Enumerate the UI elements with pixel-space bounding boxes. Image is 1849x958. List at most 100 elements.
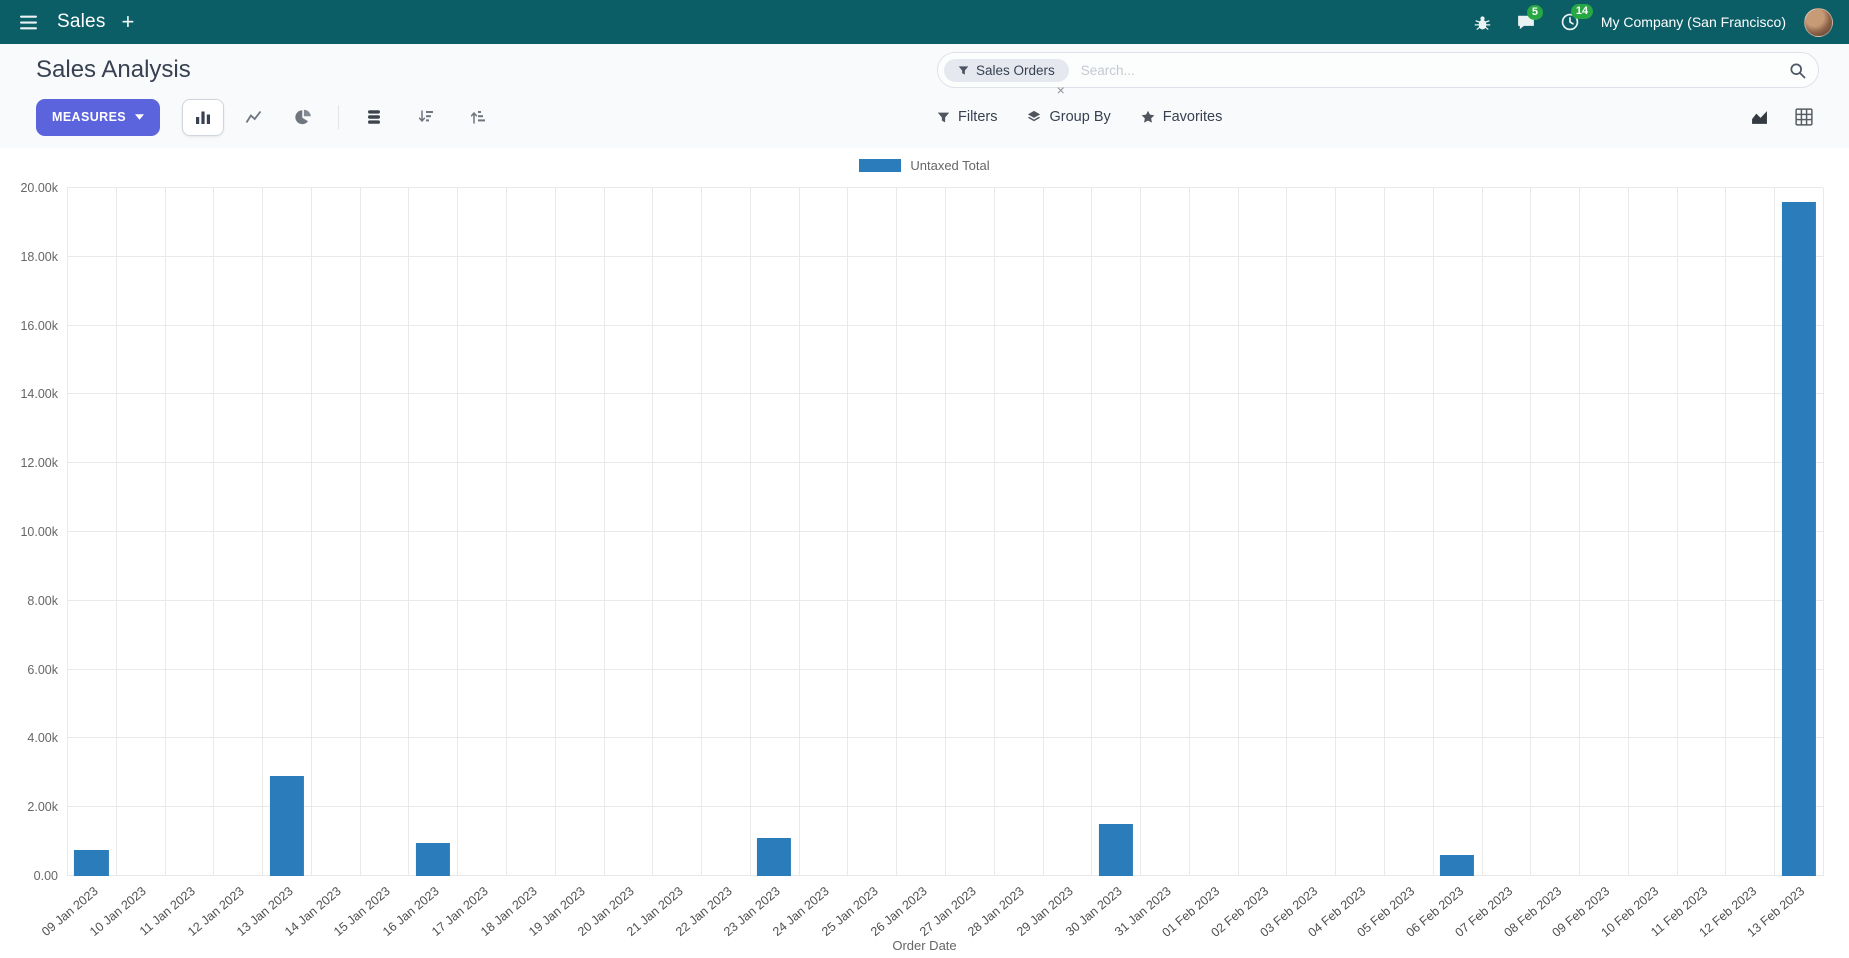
x-axis-tick: 19 Jan 2023 <box>526 884 589 939</box>
facet-label: Sales Orders <box>976 62 1055 78</box>
bar-chart-button[interactable] <box>182 98 225 136</box>
debug-button[interactable] <box>1470 10 1495 35</box>
gridline-vertical <box>310 188 312 876</box>
chevron-down-icon <box>135 114 145 120</box>
y-axis-tick: 16.00k <box>20 318 58 333</box>
gridline-vertical <box>1042 188 1044 876</box>
gridline-vertical <box>554 188 556 876</box>
messages-button[interactable]: 5 <box>1513 4 1543 35</box>
gridline-vertical <box>1188 188 1190 876</box>
bar-13-feb-2023[interactable] <box>1781 201 1816 876</box>
gridline-vertical <box>408 188 410 876</box>
favorites-menu[interactable]: Favorites <box>1141 109 1222 125</box>
x-axis-tick: 09 Jan 2023 <box>38 884 101 939</box>
pie-chart-button[interactable] <box>282 99 324 136</box>
gridline-vertical <box>798 188 800 876</box>
y-axis-tick: 2.00k <box>27 800 58 815</box>
x-axis-tick: 20 Jan 2023 <box>575 884 637 939</box>
bar-13-jan-2023[interactable] <box>269 776 304 876</box>
x-axis-tick: 22 Jan 2023 <box>672 884 735 939</box>
company-switcher[interactable]: My Company (San Francisco) <box>1600 14 1786 30</box>
measures-button-label: Measures <box>52 110 127 124</box>
y-axis-tick: 0.00 <box>33 869 58 883</box>
gridline-vertical <box>1335 188 1337 876</box>
clock-icon <box>1561 13 1579 31</box>
messages-badge: 5 <box>1526 4 1543 20</box>
layers-icon <box>1027 110 1041 124</box>
gridline-vertical <box>701 188 703 876</box>
facet-remove-button[interactable]: × <box>1056 81 1065 98</box>
gridline-vertical <box>457 188 459 876</box>
activities-button[interactable]: 14 <box>1557 4 1594 35</box>
sort-descending-button[interactable] <box>405 99 447 136</box>
gridline-vertical <box>603 188 605 876</box>
x-axis-tick: 16 Jan 2023 <box>380 884 442 939</box>
bar-16-jan-2023[interactable] <box>415 843 450 876</box>
sort-descending-icon <box>418 109 434 125</box>
legend-color-swatch <box>859 158 902 172</box>
gridline-vertical <box>1140 188 1142 876</box>
x-axis-tick: 05 Feb 2023 <box>1354 884 1418 940</box>
bug-icon <box>1474 14 1491 31</box>
bar-06-feb-2023[interactable] <box>1440 855 1475 876</box>
graph-view-button[interactable] <box>1744 103 1775 132</box>
chart-legend[interactable]: Untaxed Total <box>0 154 1849 176</box>
pivot-view-button[interactable] <box>1789 102 1819 132</box>
x-axis-tick: 01 Feb 2023 <box>1159 884 1223 940</box>
filter-funnel-icon <box>937 111 950 124</box>
gridline-vertical <box>506 188 507 876</box>
chart-options-group <box>353 99 499 136</box>
gridline-vertical <box>1676 188 1678 876</box>
search-icon[interactable] <box>1789 62 1806 79</box>
chart-canvas: 0.00 2.00k 4.00k 6.00k 8.00k 10.00k 12.00k 14.0… <box>20 181 1824 883</box>
search-input[interactable] <box>1068 62 1789 78</box>
gridline-vertical <box>993 188 995 876</box>
gridline-vertical <box>67 188 68 876</box>
x-axis-tick: 17 Jan 2023 <box>428 884 491 939</box>
gridline-vertical <box>847 188 849 876</box>
current-app-name[interactable]: Sales <box>57 11 106 32</box>
gridline-vertical <box>1579 188 1581 876</box>
y-axis-tick: 20.00k <box>20 181 58 195</box>
group-by-menu[interactable]: Group By <box>1027 109 1111 125</box>
graph-view: Untaxed Total 0.00 2.00k 4.00k 6.00k 8.00k 10… <box>0 148 1849 953</box>
bar-23-jan-2023[interactable] <box>757 838 792 876</box>
x-axis-title: Order Date <box>892 938 957 953</box>
x-axis-tick: 14 Jan 2023 <box>282 884 345 939</box>
line-chart-button[interactable] <box>232 99 274 136</box>
line-chart-icon <box>245 109 262 125</box>
control-panel: Sales Analysis Sales Orders × Measures <box>0 44 1849 148</box>
sort-ascending-button[interactable] <box>457 99 499 136</box>
new-tab-button[interactable]: + <box>121 9 135 34</box>
x-axis-tick: 06 Feb 2023 <box>1403 884 1467 940</box>
search-bar[interactable]: Sales Orders × <box>937 52 1819 97</box>
x-axis-tick: 02 Feb 2023 <box>1208 884 1272 940</box>
gridline-vertical <box>945 188 946 876</box>
x-axis-tick: 13 Feb 2023 <box>1744 884 1808 940</box>
gridline-vertical <box>1091 188 1093 876</box>
stacked-toggle-button[interactable] <box>353 99 395 136</box>
bar-30-jan-2023[interactable] <box>1098 824 1133 876</box>
stacked-database-icon <box>366 109 382 125</box>
gridline-vertical <box>1725 188 1727 876</box>
x-axis-tick: 23 Jan 2023 <box>721 884 784 939</box>
search-facet-sales-orders[interactable]: Sales Orders <box>944 58 1069 82</box>
y-axis-tick: 4.00k <box>27 731 58 746</box>
gridline-vertical <box>1823 188 1824 876</box>
x-axis-tick: 15 Jan 2023 <box>331 884 394 939</box>
bar-09-jan-2023[interactable] <box>74 850 109 876</box>
filters-menu[interactable]: Filters <box>937 109 997 125</box>
user-avatar[interactable] <box>1804 7 1833 37</box>
search-menus: Filters Group By Favorites <box>937 98 1222 136</box>
view-switcher <box>1744 98 1819 136</box>
apps-menu-button[interactable] <box>16 11 41 34</box>
x-axis-tick: 31 Jan 2023 <box>1111 884 1174 939</box>
y-axis-tick: 6.00k <box>27 662 58 677</box>
x-axis-tick: 10 Feb 2023 <box>1598 884 1662 940</box>
gridline-vertical <box>1627 188 1629 876</box>
search-facet-wrap: Sales Orders × <box>944 58 1069 97</box>
x-axis-tick: 04 Feb 2023 <box>1305 884 1369 940</box>
gridline-vertical <box>1384 188 1385 876</box>
x-axis-tick: 24 Jan 2023 <box>770 884 833 939</box>
measures-button[interactable]: Measures <box>36 98 161 136</box>
